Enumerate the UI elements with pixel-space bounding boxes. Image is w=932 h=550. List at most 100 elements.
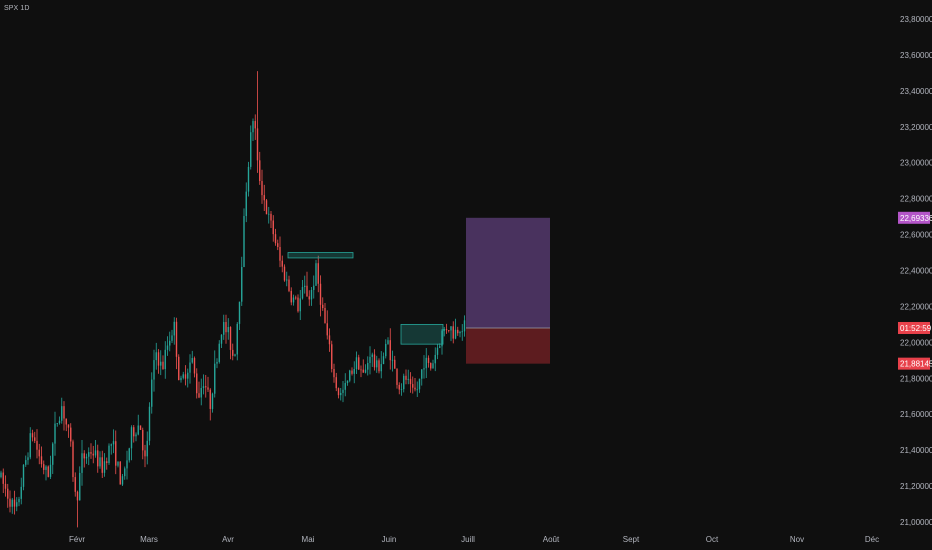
candle-body	[54, 423, 56, 444]
candle-body	[362, 369, 364, 373]
candle-body	[223, 322, 225, 335]
candle-body	[414, 387, 416, 390]
candle-body	[416, 389, 418, 391]
candle-body	[319, 283, 322, 305]
candle-body	[72, 441, 74, 478]
candle-body	[436, 347, 439, 355]
candle-body	[4, 483, 7, 489]
y-tick-label: 21,00000	[900, 518, 932, 527]
y-tick-label: 21,80000	[900, 374, 932, 383]
candle-body	[283, 266, 286, 281]
candle-body	[27, 457, 29, 461]
y-tick-label: 23,20000	[900, 123, 932, 132]
candle-body	[243, 215, 245, 268]
candle-body	[101, 457, 103, 473]
candle-body	[81, 453, 83, 473]
candle-body	[407, 378, 409, 380]
candle-body	[160, 361, 162, 366]
candle-body	[225, 322, 227, 333]
candle-body	[110, 444, 112, 446]
candle-body	[322, 304, 324, 309]
y-tick-label: 23,80000	[900, 15, 932, 24]
candle-body	[301, 287, 304, 299]
candle-body	[340, 392, 342, 396]
candle-body	[351, 370, 353, 374]
candle-body	[166, 345, 169, 350]
candle-body	[297, 297, 299, 312]
y-tick-label: 23,40000	[900, 87, 932, 96]
candle-body	[139, 425, 142, 430]
candle-body	[99, 457, 101, 467]
candle-body	[144, 450, 146, 457]
y-tick-label: 22,80000	[900, 195, 932, 204]
candle-body	[74, 477, 76, 492]
candle-body	[371, 354, 373, 357]
candles-group	[0, 71, 466, 528]
candle-body	[263, 195, 265, 201]
candle-body	[335, 377, 337, 389]
candle-body	[373, 354, 376, 368]
candle-body	[391, 359, 394, 361]
candle-body	[234, 354, 236, 356]
candle-body	[220, 334, 223, 344]
candle-body	[229, 327, 232, 350]
candle-body	[353, 369, 355, 374]
candle-body	[61, 406, 63, 421]
y-tick-label: 23,60000	[900, 51, 932, 60]
candle-body	[256, 128, 259, 161]
candle-body	[103, 461, 106, 473]
candle-body	[452, 326, 454, 339]
candle-body	[398, 384, 400, 390]
candle-body	[252, 121, 254, 133]
candle-body	[290, 290, 292, 303]
candle-body	[328, 335, 331, 345]
candle-body	[355, 357, 358, 370]
candle-body	[202, 386, 205, 389]
candle-body	[52, 443, 54, 465]
candle-body	[180, 377, 182, 381]
candle-body	[292, 297, 295, 303]
candle-body	[441, 330, 443, 347]
candle-body	[157, 352, 160, 366]
candle-body	[198, 393, 200, 398]
candle-body	[182, 374, 184, 378]
candle-body	[310, 289, 313, 300]
candle-body	[450, 326, 452, 331]
candle-body	[173, 321, 175, 336]
candle-body	[83, 453, 85, 459]
candle-body	[409, 378, 412, 385]
stop-loss-zone	[466, 327, 550, 364]
candle-body	[13, 499, 16, 507]
x-tick-label: Mai	[302, 535, 315, 544]
candle-body	[133, 427, 135, 437]
candle-body	[454, 329, 457, 339]
candle-body	[396, 368, 398, 385]
candle-body	[387, 340, 389, 344]
candle-body	[268, 213, 270, 215]
candle-body	[63, 406, 65, 419]
price-axis-badge-text: 01:52:59	[900, 324, 932, 333]
price-axis-badge	[898, 357, 930, 370]
candle-body	[457, 329, 459, 334]
price-axis-badge	[898, 211, 930, 224]
candle-body	[385, 343, 387, 357]
candle-body	[445, 329, 448, 331]
x-tick-label: Févr	[69, 535, 85, 544]
candle-body	[184, 374, 187, 379]
candle-body	[121, 476, 124, 485]
candle-body	[135, 434, 137, 437]
take-profit-zone	[466, 217, 550, 328]
candle-body	[2, 472, 4, 484]
candle-body	[389, 340, 391, 361]
candle-body	[324, 308, 326, 324]
candle-body	[196, 373, 198, 394]
candle-body	[88, 452, 90, 457]
candle-body	[34, 437, 36, 441]
candle-body	[25, 460, 27, 465]
candle-body	[29, 433, 31, 458]
candle-body	[124, 468, 126, 477]
symbol-title: SPX 1D	[4, 5, 30, 12]
candle-body	[94, 450, 97, 456]
candle-body	[67, 424, 70, 428]
